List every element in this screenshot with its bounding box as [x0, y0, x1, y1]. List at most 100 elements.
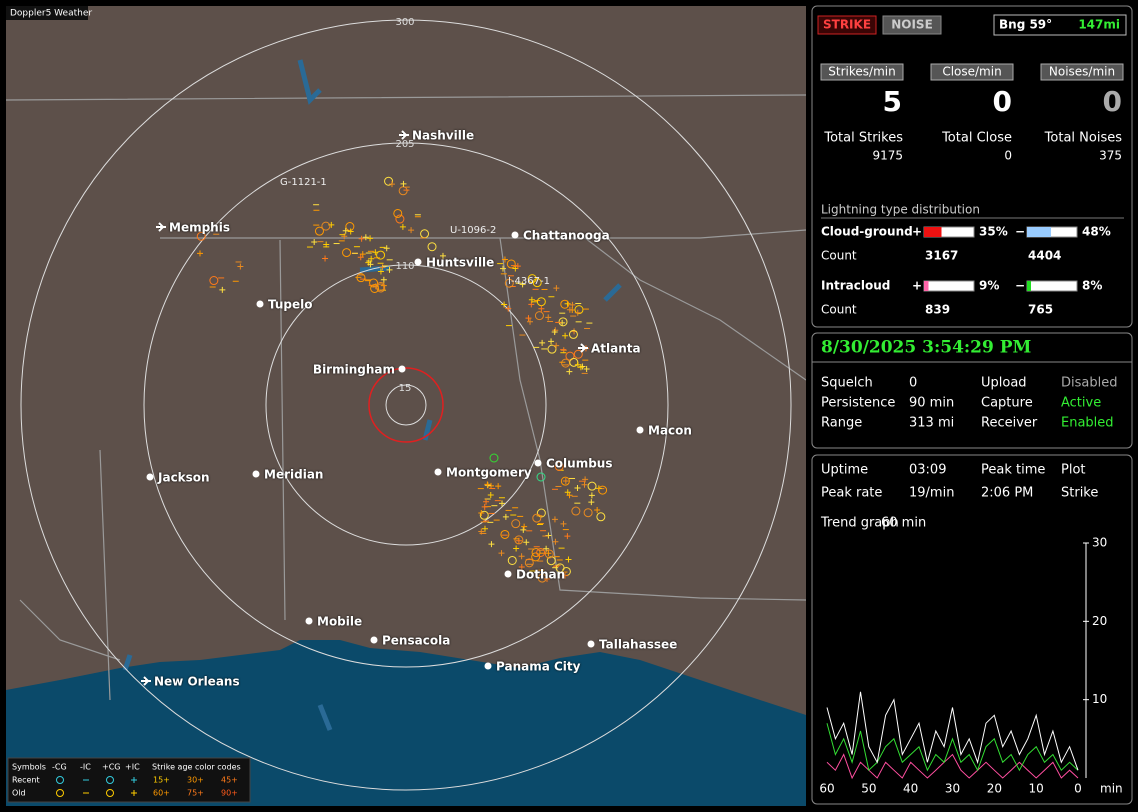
status-cell: 313 mi — [909, 416, 954, 431]
noise-label: NOISE — [891, 18, 933, 32]
close-ring — [368, 367, 444, 443]
sign: − — [1015, 225, 1025, 239]
x-axis-label: min — [1100, 782, 1123, 796]
distance: 147mi — [1078, 18, 1120, 32]
strike-symbol — [399, 223, 406, 230]
legend-header: -IC — [80, 763, 91, 772]
strike-symbol — [566, 492, 573, 499]
legend-header: Symbols — [12, 763, 46, 772]
bar — [1027, 227, 1051, 237]
strike-symbol — [386, 266, 393, 273]
strike-symbol — [587, 481, 597, 491]
noise-button[interactable] — [882, 15, 942, 35]
bearing: Bng 59° — [999, 18, 1052, 32]
y-tick-label: 10 — [1092, 692, 1107, 706]
strike-symbol — [538, 305, 545, 312]
strike-symbol — [531, 548, 541, 558]
legend-symbol — [106, 776, 114, 784]
legend-header: Strike age color codes — [152, 763, 241, 772]
strike-symbol — [577, 364, 584, 371]
city-dot — [398, 365, 406, 373]
strike-symbol — [362, 234, 369, 241]
panel — [811, 5, 1133, 328]
city-label: Tallahassee — [599, 638, 677, 652]
strike-symbol — [342, 227, 349, 234]
legend-symbol — [131, 790, 137, 796]
y-tick-label: 30 — [1092, 536, 1107, 550]
legend-age: 30+ — [187, 776, 204, 785]
lakes — [122, 59, 622, 731]
city-dot — [414, 258, 422, 266]
status-cell: Squelch — [821, 376, 873, 391]
legend-age: 60+ — [153, 789, 170, 798]
stats-cell: 2:06 PM — [981, 486, 1033, 501]
x-tick-label: 60 — [819, 782, 834, 796]
city-label: Nashville — [412, 129, 474, 143]
strike-symbol — [583, 508, 593, 518]
rate-button — [930, 63, 1014, 81]
strikes — [196, 176, 608, 583]
strike-symbol — [499, 500, 506, 507]
strike-symbol — [527, 274, 537, 284]
strike-symbol — [574, 485, 581, 492]
strike-symbol — [562, 332, 569, 339]
rate-label: Strikes/min — [828, 65, 895, 79]
trend-graph: 10 20 30 60 50 40 30 20 10 0 min — [819, 536, 1122, 796]
strike-symbol — [544, 549, 554, 559]
datetime: 8/30/2025 3:54:29 PM — [821, 338, 1032, 358]
strike-symbol — [546, 556, 556, 566]
strike-symbol — [524, 558, 534, 568]
strike-button[interactable] — [817, 15, 877, 35]
trend-line — [826, 691, 1079, 771]
strike-symbol — [574, 361, 581, 368]
strike-symbol — [574, 309, 581, 316]
rate-value: 5 — [883, 85, 902, 118]
map-title: Doppler5 Weather — [10, 9, 92, 19]
type-label: Cloud-ground — [821, 225, 913, 239]
legend-age: 75+ — [187, 789, 204, 798]
strike-symbol — [321, 221, 331, 231]
stats-cell: Plot — [1061, 463, 1086, 478]
strike-symbol — [505, 305, 512, 312]
y-tick-label: 20 — [1092, 614, 1107, 628]
legend-header: -CG — [52, 763, 67, 772]
strike-symbol — [487, 482, 494, 489]
ring — [385, 384, 427, 426]
strike-symbol — [501, 301, 508, 308]
status-cell: 90 min — [909, 396, 954, 411]
percent: 8% — [1082, 279, 1102, 293]
strike-symbol — [504, 278, 514, 288]
type-label: Intracloud — [821, 279, 890, 293]
strike-symbol — [532, 513, 542, 523]
x-tick-label: 30 — [945, 782, 960, 796]
strike-symbol — [196, 231, 206, 241]
strike-symbol — [368, 255, 375, 262]
status-cell: Range — [821, 416, 862, 431]
cities: Nashville Chattanooga Memphis Huntsville Tup… — [141, 129, 692, 689]
city-label: Montgomery — [446, 466, 532, 480]
strike-symbol — [573, 349, 583, 359]
status-cell: Upload — [981, 376, 1027, 391]
city-dot — [256, 300, 264, 308]
strike-symbol — [598, 485, 608, 495]
city-dot — [534, 459, 542, 467]
count: 4404 — [1028, 249, 1061, 263]
city-label: Jackson — [157, 471, 210, 485]
total-label: Total Noises — [1044, 131, 1123, 146]
strike-symbol — [562, 572, 569, 579]
bar — [924, 281, 929, 291]
x-tick-label: 20 — [987, 782, 1002, 796]
strike-symbol — [379, 264, 386, 271]
strike-symbol — [545, 314, 552, 321]
range-label: 300 — [395, 17, 414, 28]
airport-icon — [141, 676, 151, 686]
count-label: Count — [821, 249, 857, 263]
city-label: New Orleans — [154, 675, 240, 689]
strike-symbol — [502, 513, 509, 520]
strike-symbol — [345, 222, 355, 232]
strike-symbol — [536, 508, 546, 518]
city-dot — [252, 470, 260, 478]
range-label: 205 — [395, 139, 414, 150]
strike-symbol — [525, 315, 532, 322]
